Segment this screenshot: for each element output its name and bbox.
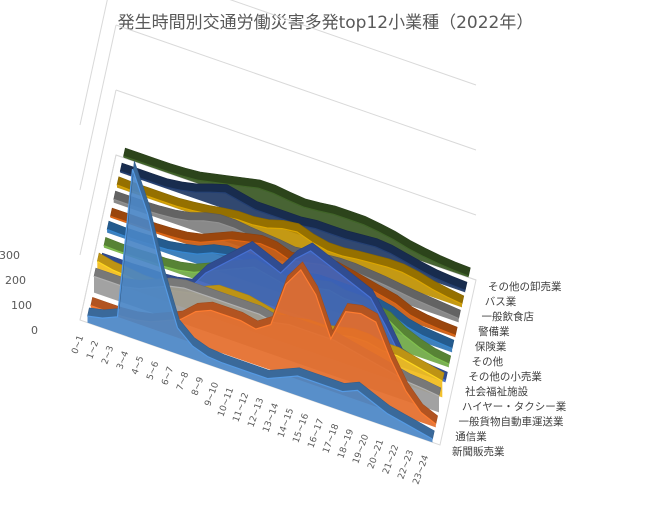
- x-tick-label: 9~10: [203, 381, 221, 408]
- z-tick-label-300: 300: [0, 249, 20, 262]
- chart-title: 発生時間別交通労働災害多発top12小業種（2022年）: [117, 13, 534, 33]
- z-tick-label-200: 200: [5, 274, 26, 287]
- x-tick-label: 3~4: [115, 350, 131, 372]
- x-tick-label: 7~8: [175, 370, 191, 392]
- gridline-side-200: [79, 24, 117, 191]
- series-label-4: ハイヤー・タクシー業: [462, 400, 567, 413]
- x-tick-label: 2~3: [100, 345, 116, 366]
- x-tick-label: 23~24: [412, 454, 432, 486]
- series-label-10: 一般飲食店: [481, 310, 534, 323]
- series-label-3: 一般貨物自動車運送業: [459, 415, 564, 428]
- series-label-11: バス業: [485, 295, 517, 308]
- x-tick-label: 0~1: [70, 334, 86, 355]
- series-label-1: 新聞販売業: [452, 445, 505, 458]
- x-tick-label: 5~6: [145, 360, 161, 382]
- series-label-6: その他の小売業: [468, 370, 542, 383]
- series-line-12: [123, 155, 469, 277]
- gridline-side-100: [79, 89, 117, 256]
- series-label-9: 警備業: [478, 325, 510, 338]
- series-label-8: 保険業: [475, 340, 507, 353]
- series-line-10: [116, 184, 463, 305]
- z-axis: 0 100 200 300: [0, 249, 38, 337]
- series-label-7: その他: [472, 355, 504, 368]
- series-label-2: 通信業: [455, 430, 487, 443]
- x-tick-label: 4~5: [130, 355, 146, 376]
- gridline-side-300: [79, 0, 108, 126]
- x-tick-label: 1~2: [85, 339, 101, 360]
- gridline-back-200: [115, 24, 477, 151]
- chart-series-group: [87, 147, 471, 443]
- z-tick-label-0: 0: [31, 324, 38, 337]
- gridline-back-300: [229, 0, 477, 86]
- x-tick-label: 8~9: [190, 376, 206, 398]
- series-line-1: [87, 169, 433, 440]
- series-label-5: 社会福祉施設: [465, 385, 528, 398]
- series-line-8: [110, 215, 456, 336]
- series-label-12: その他の卸売業: [488, 280, 562, 293]
- gridline-back-100: [115, 89, 477, 216]
- series-1: [87, 160, 435, 443]
- x-tick-label: 6~7: [160, 365, 176, 386]
- series-area-1: [87, 169, 433, 443]
- z-tick-label-100: 100: [11, 299, 32, 312]
